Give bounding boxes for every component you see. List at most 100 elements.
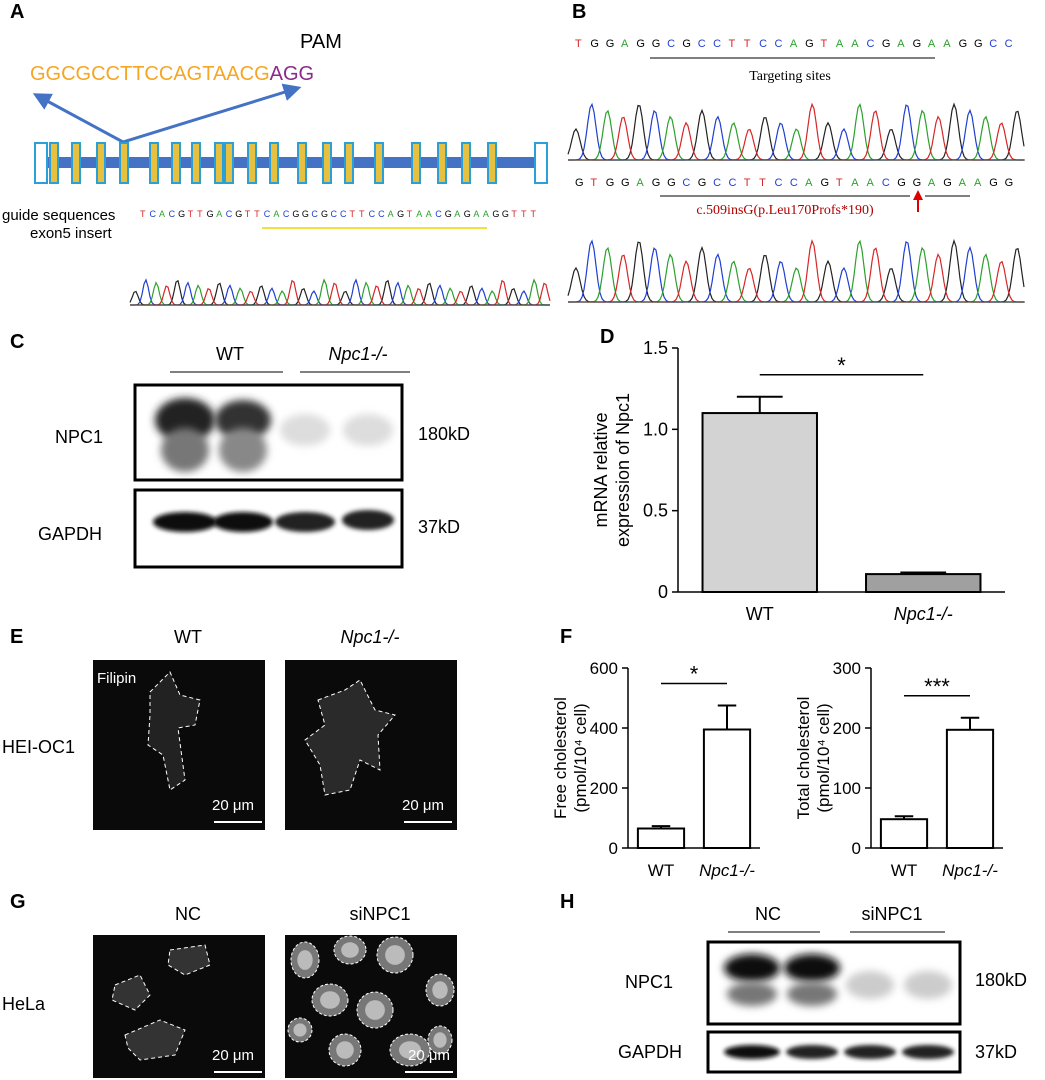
arrow <box>122 83 302 144</box>
exon <box>96 142 106 184</box>
group-label: WT <box>174 627 202 647</box>
panel-letter: G <box>10 891 26 913</box>
y-tick-label: 300 <box>833 659 861 678</box>
exon <box>171 142 181 184</box>
panel-letter: E <box>10 626 23 648</box>
row-label: GAPDH <box>38 524 102 544</box>
group-label: Npc1-/- <box>328 344 387 364</box>
pam-label: PAM <box>300 31 342 53</box>
group-label: WT <box>216 344 244 364</box>
panel-letter: B <box>572 1 586 23</box>
scale-label: 20 μm <box>212 1047 254 1064</box>
scale-label: 20 μm <box>402 797 444 814</box>
target-label: Targeting sites <box>749 69 831 84</box>
exon <box>149 142 159 184</box>
band <box>724 1045 780 1059</box>
band <box>153 512 217 532</box>
x-tick-label: WT <box>746 604 774 624</box>
exon <box>344 142 354 184</box>
bar <box>865 573 982 594</box>
arrow <box>32 93 124 144</box>
y-tick-label: 600 <box>590 659 618 678</box>
panel-e: E WT Npc1-/- Filipin HEI-OC1 20 μm 20 μm <box>2 626 457 830</box>
panel-c: C WT Npc1-/- NPC1 GAPDH 180kD 37kD <box>10 331 470 569</box>
band <box>904 971 952 999</box>
band <box>280 414 330 446</box>
band <box>275 512 335 532</box>
panel-h: H NC siNPC1 NPC1 GAPDH 180kD 37kD <box>560 891 1027 1074</box>
row-label: NPC1 <box>55 427 103 447</box>
size-label: 180kD <box>975 970 1027 990</box>
panel-letter: F <box>560 626 572 648</box>
nucleus <box>433 1032 447 1048</box>
exon <box>374 142 384 184</box>
y-axis-label: Free cholesterol(pmol/10⁴ cell) <box>551 697 590 819</box>
y-tick-label: 1.5 <box>643 338 668 358</box>
y-tick-label: 200 <box>833 719 861 738</box>
band <box>727 982 777 1006</box>
exon <box>487 142 497 184</box>
exon <box>297 142 307 184</box>
band <box>342 510 394 530</box>
row-label: GAPDH <box>618 1042 682 1062</box>
x-tick-label: WT <box>891 861 917 880</box>
panel-a: A PAM GGCGCCTTCCAGTAACGAGG guide sequenc… <box>2 1 551 306</box>
group-label: NC <box>755 904 781 924</box>
nucleus <box>297 950 313 970</box>
y-axis-label-line: expression of Npc1 <box>613 393 633 547</box>
y-tick-label: 0.5 <box>643 501 668 521</box>
band <box>846 971 894 999</box>
band <box>724 954 780 982</box>
cell-outline <box>111 974 151 1011</box>
band <box>219 428 267 472</box>
exon <box>534 142 548 184</box>
exon <box>34 142 48 184</box>
nucleus <box>341 942 359 958</box>
significance-label: * <box>837 353 846 378</box>
exon <box>119 142 129 184</box>
gene-line <box>40 157 545 168</box>
group-label: Npc1-/- <box>340 627 399 647</box>
row-label: NPC1 <box>625 972 673 992</box>
band <box>786 1045 838 1059</box>
y-axis-label: Total cholesterol(pmol/10⁴ cell) <box>794 697 833 820</box>
cell-line: HeLa <box>2 994 46 1014</box>
mutation-label: c.509insG(p.Leu170Profs*190) <box>696 203 874 218</box>
bar <box>701 412 818 594</box>
chromatogram <box>567 102 1025 161</box>
exon <box>247 142 257 184</box>
exon <box>269 142 279 184</box>
group-label: NC <box>175 904 201 924</box>
exon-label: exon5 insert <box>30 225 113 242</box>
size-label: 37kD <box>975 1042 1017 1062</box>
band <box>213 512 273 532</box>
nucleus <box>399 1041 421 1059</box>
y-tick-label: 400 <box>590 719 618 738</box>
exon <box>224 142 234 184</box>
group-label: siNPC1 <box>861 904 922 924</box>
nucleus <box>320 991 340 1009</box>
y-axis-label-line: Total cholesterol <box>794 697 813 820</box>
cell-outline <box>147 671 201 791</box>
cell-outline <box>124 1019 186 1061</box>
nucleus <box>336 1041 354 1059</box>
x-tick-label: WT <box>648 861 674 880</box>
significance-label: *** <box>924 674 950 699</box>
band <box>784 954 840 982</box>
band <box>161 428 209 472</box>
nucleus <box>432 981 448 999</box>
guide: GGCGCCTTCCAGTAACG <box>30 63 270 85</box>
chromatogram <box>567 238 1025 303</box>
exon <box>322 142 332 184</box>
y-tick-label: 0 <box>852 839 861 858</box>
pam: AGG <box>270 63 314 85</box>
exon <box>437 142 447 184</box>
scale-label: 20 μm <box>408 1047 450 1064</box>
significance-label: * <box>690 662 699 687</box>
bar <box>945 728 995 849</box>
y-tick-label: 1.0 <box>643 419 668 439</box>
y-tick-label: 0 <box>609 839 618 858</box>
